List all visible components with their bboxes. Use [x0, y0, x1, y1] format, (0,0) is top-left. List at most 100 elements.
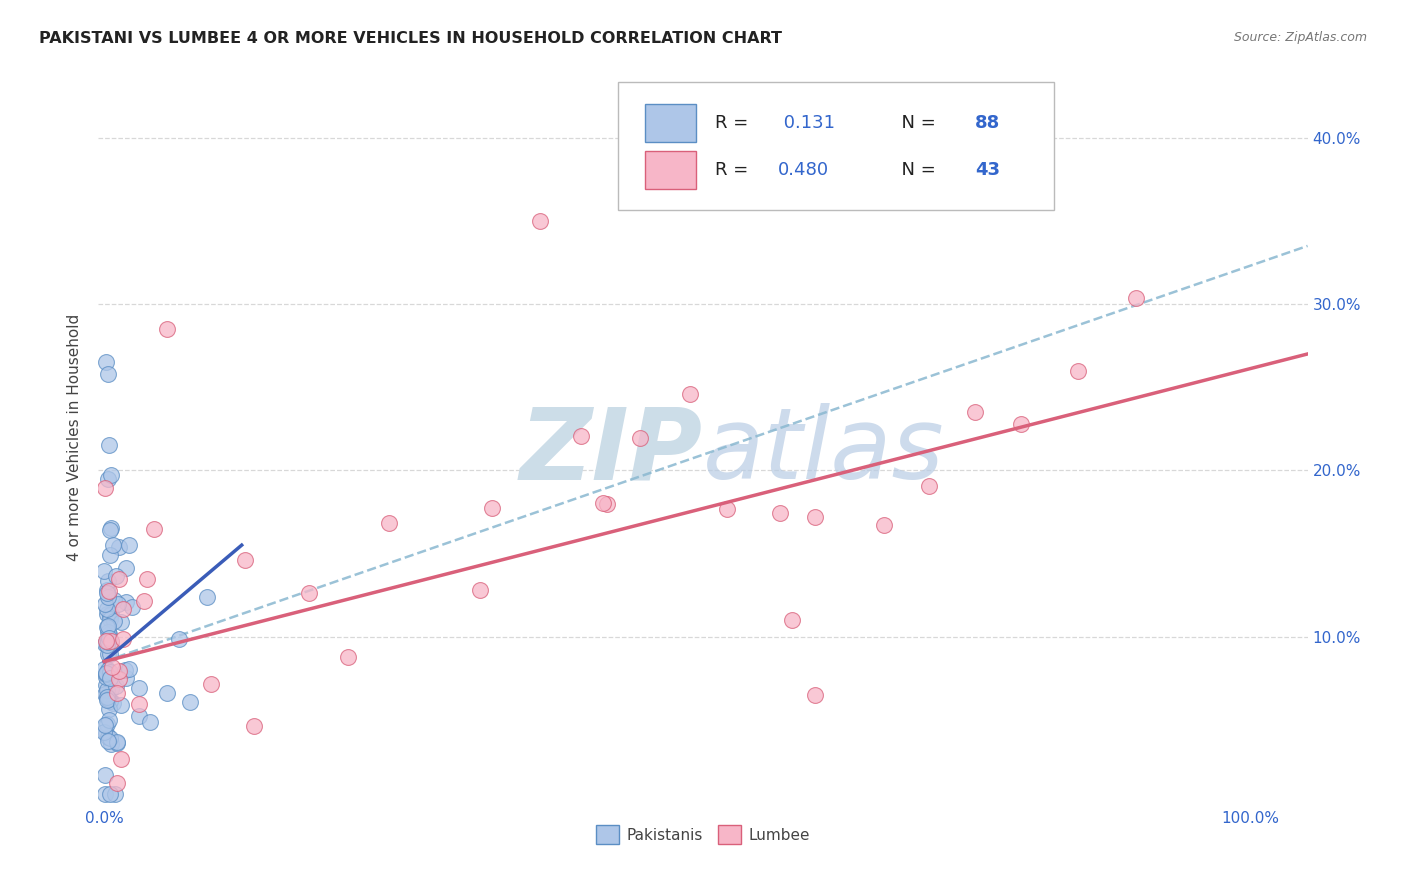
Point: [112, 602, 135, 616]
Point: [98, 788, 121, 802]
Point: [118, 538, 141, 552]
Point: [110, 615, 132, 629]
Point: [97, 691, 120, 706]
Point: [103, 538, 125, 552]
Point: [965, 405, 987, 419]
Point: [98, 631, 121, 645]
Point: [94, 666, 117, 681]
Point: [107, 672, 129, 686]
Text: atlas: atlas: [703, 403, 945, 500]
Text: PAKISTANI VS LUMBEE 4 OR MORE VEHICLES IN HOUSEHOLD CORRELATION CHART: PAKISTANI VS LUMBEE 4 OR MORE VEHICLES I…: [39, 31, 782, 46]
Point: [596, 497, 619, 511]
Point: [97, 647, 120, 661]
Point: [96, 726, 118, 740]
Point: [97, 367, 120, 381]
Text: ZIP: ZIP: [520, 403, 703, 500]
Point: [100, 682, 122, 697]
Point: [167, 632, 190, 646]
Point: [96, 717, 118, 731]
Text: Source: ZipAtlas.com: Source: ZipAtlas.com: [1233, 31, 1367, 45]
Point: [121, 600, 143, 615]
Point: [592, 496, 614, 510]
Legend: Pakistanis, Lumbee: Pakistanis, Lumbee: [589, 819, 817, 850]
Point: [104, 679, 127, 693]
Point: [94, 481, 117, 495]
Point: [111, 632, 134, 646]
Text: N =: N =: [890, 161, 942, 179]
Point: [110, 752, 132, 766]
Point: [96, 582, 118, 597]
Point: [100, 660, 122, 674]
Point: [105, 686, 128, 700]
Point: [96, 689, 118, 703]
Point: [100, 468, 122, 483]
Point: [98, 731, 121, 745]
Point: [135, 573, 157, 587]
Point: [100, 634, 122, 648]
Point: [97, 619, 120, 633]
Point: [98, 523, 121, 537]
Point: [200, 677, 222, 691]
Point: [101, 671, 124, 685]
Point: [468, 582, 491, 597]
Point: [93, 725, 115, 739]
Point: [105, 734, 128, 748]
Point: [105, 736, 128, 750]
Point: [769, 506, 792, 520]
Point: [96, 590, 118, 604]
Point: [97, 625, 120, 640]
Point: [628, 431, 651, 445]
Point: [98, 548, 121, 562]
Point: [337, 649, 360, 664]
Point: [96, 690, 118, 704]
Point: [803, 688, 825, 702]
Point: [94, 671, 117, 685]
Point: [93, 597, 115, 611]
Point: [179, 694, 201, 708]
Point: [378, 516, 401, 530]
Point: [107, 597, 129, 611]
Point: [100, 737, 122, 751]
Point: [481, 500, 503, 515]
Text: N =: N =: [890, 113, 942, 131]
Point: [98, 607, 121, 622]
Point: [96, 586, 118, 600]
Point: [97, 663, 120, 677]
Point: [134, 594, 156, 608]
Point: [139, 714, 162, 729]
Point: [529, 214, 551, 228]
Point: [94, 637, 117, 651]
Point: [1010, 417, 1032, 432]
Point: [98, 694, 121, 708]
Point: [195, 590, 218, 604]
Point: [115, 561, 138, 575]
Point: [110, 698, 132, 712]
Point: [143, 522, 166, 536]
Y-axis label: 4 or more Vehicles in Household: 4 or more Vehicles in Household: [67, 313, 83, 561]
Point: [97, 730, 120, 744]
Point: [96, 677, 118, 691]
Point: [98, 702, 121, 716]
Text: R =: R =: [716, 161, 754, 179]
Point: [108, 572, 131, 586]
Text: 0.131: 0.131: [778, 113, 835, 131]
Point: [118, 662, 141, 676]
Bar: [645, 103, 696, 142]
Point: [97, 574, 120, 588]
Point: [98, 713, 121, 727]
Point: [1067, 364, 1090, 378]
Point: [98, 665, 121, 680]
Point: [96, 682, 118, 697]
Point: [97, 584, 120, 599]
Point: [243, 719, 266, 733]
Point: [115, 595, 138, 609]
Point: [156, 686, 179, 700]
Point: [128, 681, 150, 695]
Point: [101, 696, 124, 710]
Point: [803, 510, 825, 524]
Point: [103, 592, 125, 607]
Point: [103, 788, 125, 802]
Point: [156, 322, 179, 336]
Point: [679, 387, 702, 401]
Point: [94, 717, 117, 731]
